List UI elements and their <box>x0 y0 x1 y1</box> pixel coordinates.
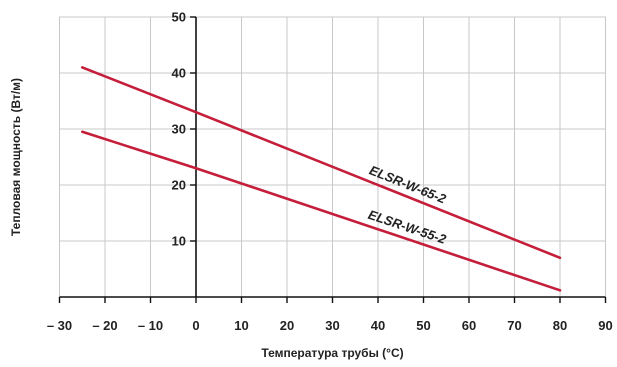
x-tick-label: 50 <box>416 318 430 333</box>
y-tick-label: 40 <box>172 66 186 81</box>
y-tick-label: 10 <box>172 234 186 249</box>
x-tick-label: 10 <box>234 318 248 333</box>
grid <box>59 17 606 297</box>
y-axis-title: Тепловая мощность (Вт/м) <box>9 78 23 236</box>
x-tick-label: 20 <box>280 318 294 333</box>
x-axis-ticks: – 30 – 20 – 10 0 10 20 30 40 50 60 70 80 90 <box>47 297 613 333</box>
y-axis-ticks: 10 20 30 40 50 <box>172 10 196 249</box>
x-tick-label: – 20 <box>92 318 117 333</box>
x-tick-label: 40 <box>371 318 385 333</box>
y-tick-label: 20 <box>172 178 186 193</box>
x-axis-title: Температура трубы (°C) <box>261 346 403 360</box>
series-line <box>81 66 562 260</box>
x-tick-label: – 10 <box>138 318 163 333</box>
x-tick-label: 90 <box>598 318 612 333</box>
series-line <box>81 130 562 292</box>
x-tick-label: 0 <box>192 318 199 333</box>
x-tick-label: 70 <box>507 318 521 333</box>
y-tick-label: 30 <box>172 122 186 137</box>
x-tick-label: 60 <box>462 318 476 333</box>
x-tick-label: 80 <box>553 318 567 333</box>
y-tick-label: 50 <box>172 10 186 25</box>
x-tick-label: 30 <box>325 318 339 333</box>
x-tick-label: – 30 <box>47 318 72 333</box>
